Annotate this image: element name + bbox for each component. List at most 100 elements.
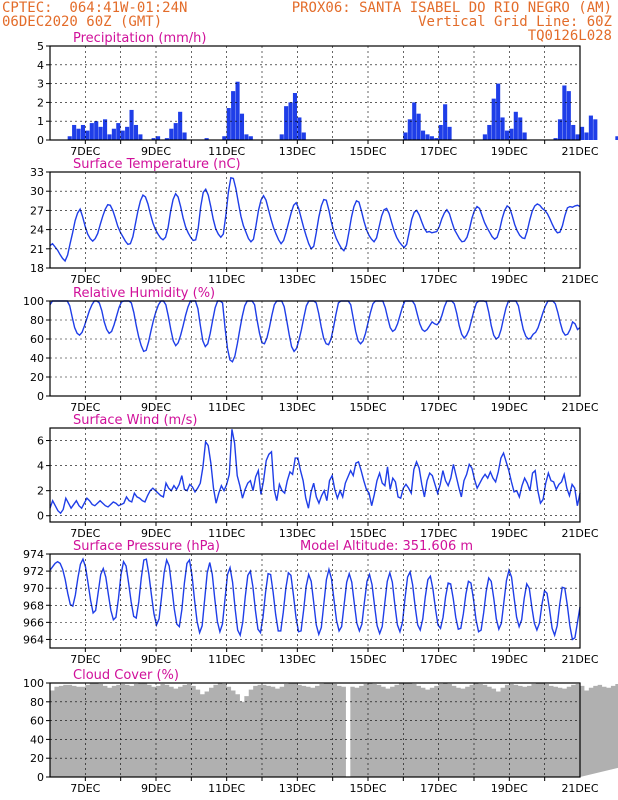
precip-bar <box>103 119 108 140</box>
rh-frame <box>49 300 581 397</box>
wind-xtick-label: 9DEC <box>141 527 171 540</box>
pres-xtick-label: 15DEC <box>349 653 386 666</box>
precip-bar <box>94 121 99 140</box>
precip-bar <box>248 136 253 140</box>
precip-bar <box>416 113 421 140</box>
temp-ytick-label: 18 <box>30 262 44 275</box>
precip-bar <box>85 130 90 140</box>
precip-bar <box>522 132 527 140</box>
precip-bar <box>89 123 94 140</box>
wind-panel: Surface Wind (m/s) 0 2 4 6 7DEC 9DEC 11DEC 13DEC… <box>37 413 599 540</box>
precip-bar <box>204 138 209 140</box>
pres-title: Surface Pressure (hPa) <box>73 539 220 554</box>
precip-bar <box>235 81 240 140</box>
rh-xtick-label: 15DEC <box>349 401 386 414</box>
precip-ytick-label: 3 <box>37 78 44 91</box>
precip-bar <box>566 91 571 140</box>
precip-bar <box>133 124 139 140</box>
wind-line <box>49 429 581 515</box>
precip-bar <box>412 102 417 140</box>
rh-ytick-label: 20 <box>30 371 44 384</box>
temp-title: Surface Temperature (nC) <box>73 157 241 172</box>
precip-bar <box>407 119 412 140</box>
cloud-panel: Cloud Cover (%) 0 20 40 60 80 100 7DEC 9DEC 11DEC… <box>23 668 618 795</box>
pres-panel: Surface Pressure (hPa) Model Altitude: 35… <box>23 539 599 666</box>
pres-frame <box>49 553 581 649</box>
precip-ytick-label: 2 <box>37 96 44 109</box>
precip-bar <box>496 83 501 140</box>
precip-bar <box>504 130 510 140</box>
pres-annotation: Model Altitude: 351.606 m <box>300 539 473 554</box>
cloud-xtick-label: 13DEC <box>279 782 316 795</box>
temp-ytick-label: 21 <box>30 243 44 256</box>
precip-bar <box>164 138 169 140</box>
wind-ytick-label: 4 <box>37 460 44 473</box>
rh-xtick-label: 11DEC <box>208 401 245 414</box>
precip-xtick-label: 21DEC <box>561 145 598 158</box>
precip-bar <box>120 130 125 140</box>
precip-bar <box>107 134 112 140</box>
temp-xtick-label: 11DEC <box>208 273 245 286</box>
cloud-ytick-label: 40 <box>30 733 44 746</box>
precip-bar <box>279 134 284 140</box>
cloud-xtick-label: 21DEC <box>561 782 598 795</box>
cloud-xtick-label: 17DEC <box>420 782 457 795</box>
precip-title: Precipitation (mm/h) <box>73 31 206 46</box>
precip-bar <box>421 130 426 140</box>
precip-bar <box>509 128 514 140</box>
precip-bar <box>116 123 121 140</box>
pres-ytick-label: 972 <box>23 565 44 578</box>
precip-xtick-label: 9DEC <box>141 145 171 158</box>
cloud-cover-area <box>50 683 618 777</box>
precip-panel: Precipitation (mm/h) 0 1 2 3 4 5 7DEC 9DEC 11DEC 1… <box>37 31 618 158</box>
precip-bar <box>67 136 72 140</box>
precip-bar <box>129 109 134 140</box>
cloud-ytick-label: 100 <box>23 677 44 690</box>
precip-bar <box>482 134 487 140</box>
rh-panel: Relative Humidity (%) 0 20 40 60 80 100 7DEC 9DE… <box>23 286 599 414</box>
precip-bar <box>173 123 178 140</box>
pres-xtick-label: 7DEC <box>70 653 100 666</box>
pres-xtick-label: 13DEC <box>279 653 316 666</box>
precip-bar <box>182 132 187 140</box>
wind-ytick-label: 6 <box>37 435 44 448</box>
cloud-xtick-label: 15DEC <box>349 782 386 795</box>
precip-ytick-label: 4 <box>37 59 44 72</box>
wind-xtick-label: 17DEC <box>420 527 457 540</box>
precip-bar <box>438 124 443 140</box>
precip-bar <box>226 108 231 140</box>
precip-bar <box>575 134 580 140</box>
precip-bar <box>571 124 576 140</box>
pres-xtick-label: 17DEC <box>420 653 457 666</box>
temp-xtick-label: 15DEC <box>349 273 386 286</box>
precip-bar <box>80 124 86 140</box>
wind-frame <box>49 427 581 523</box>
precip-bar <box>403 132 408 140</box>
cloud-xtick-label: 11DEC <box>208 782 245 795</box>
precip-bar <box>500 117 505 140</box>
wind-xtick-label: 13DEC <box>279 527 316 540</box>
precip-bar <box>297 117 302 140</box>
rh-ytick-label: 60 <box>30 333 44 346</box>
precip-bar <box>76 128 81 140</box>
rh-ytick-label: 0 <box>37 390 44 403</box>
precip-bar <box>138 134 143 140</box>
precip-bar <box>222 136 227 140</box>
precip-bar <box>156 136 161 140</box>
header-line3-right: TQ0126L028 <box>527 28 612 44</box>
precip-bar <box>292 93 298 140</box>
temp-xtick-label: 19DEC <box>491 273 528 286</box>
rh-xtick-label: 9DEC <box>141 401 171 414</box>
rh-xtick-label: 21DEC <box>561 401 598 414</box>
temp-ytick-label: 33 <box>30 166 44 179</box>
precip-xtick-label: 13DEC <box>279 145 316 158</box>
temp-xtick-label: 7DEC <box>70 273 100 286</box>
precip-bar <box>487 124 492 140</box>
precip-bar <box>429 136 434 140</box>
pres-ytick-label: 974 <box>23 548 44 561</box>
cloud-xtick-label: 19DEC <box>491 782 528 795</box>
wind-ytick-label: 0 <box>37 510 44 523</box>
cloud-ytick-label: 80 <box>30 696 44 709</box>
temp-xtick-label: 13DEC <box>279 273 316 286</box>
